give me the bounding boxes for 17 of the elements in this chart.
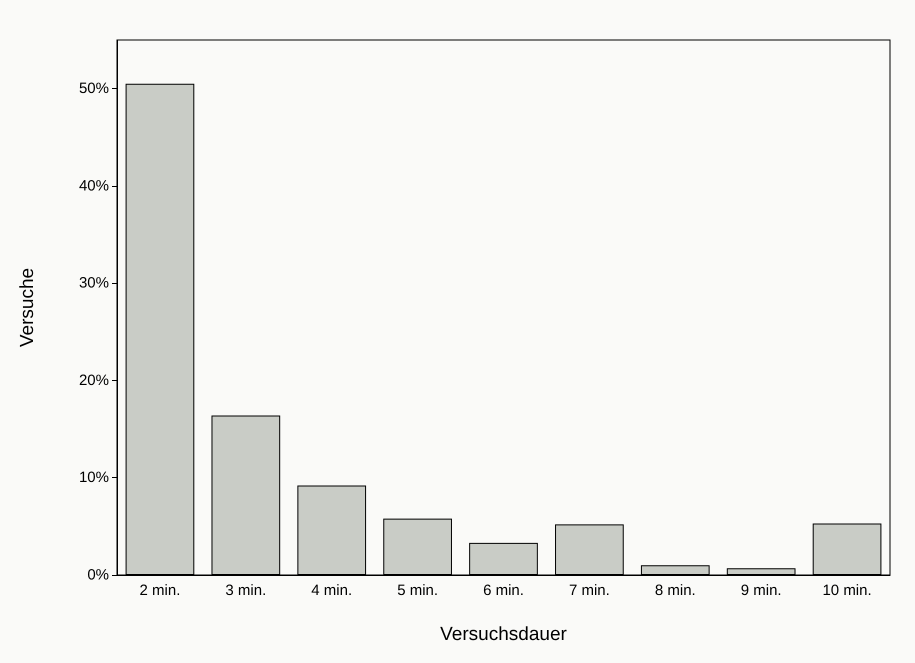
y-tick-label: 20% [78, 372, 109, 389]
y-tick-label: 0% [87, 566, 109, 584]
y-axis-title: Versuche [17, 268, 38, 348]
y-tick-label: 30% [78, 274, 109, 292]
x-tick-label: 6 min. [483, 582, 524, 599]
x-tick-label: 4 min. [311, 582, 352, 599]
y-tick-label: 40% [78, 177, 109, 194]
y-tick-label: 50% [78, 80, 109, 98]
x-tick-label: 7 min. [568, 582, 610, 599]
y-tick-label: 10% [78, 469, 109, 486]
x-axis-title: Versuchsdauer [440, 624, 568, 645]
x-tick-label: 3 min. [225, 582, 266, 599]
x-tick-label: 8 min. [654, 582, 696, 599]
x-tick-label: 2 min. [140, 582, 180, 599]
x-tick-label: 10 min. [822, 582, 872, 599]
x-tick-label: 5 min. [397, 582, 438, 599]
x-tick-label: 9 min. [740, 582, 782, 599]
